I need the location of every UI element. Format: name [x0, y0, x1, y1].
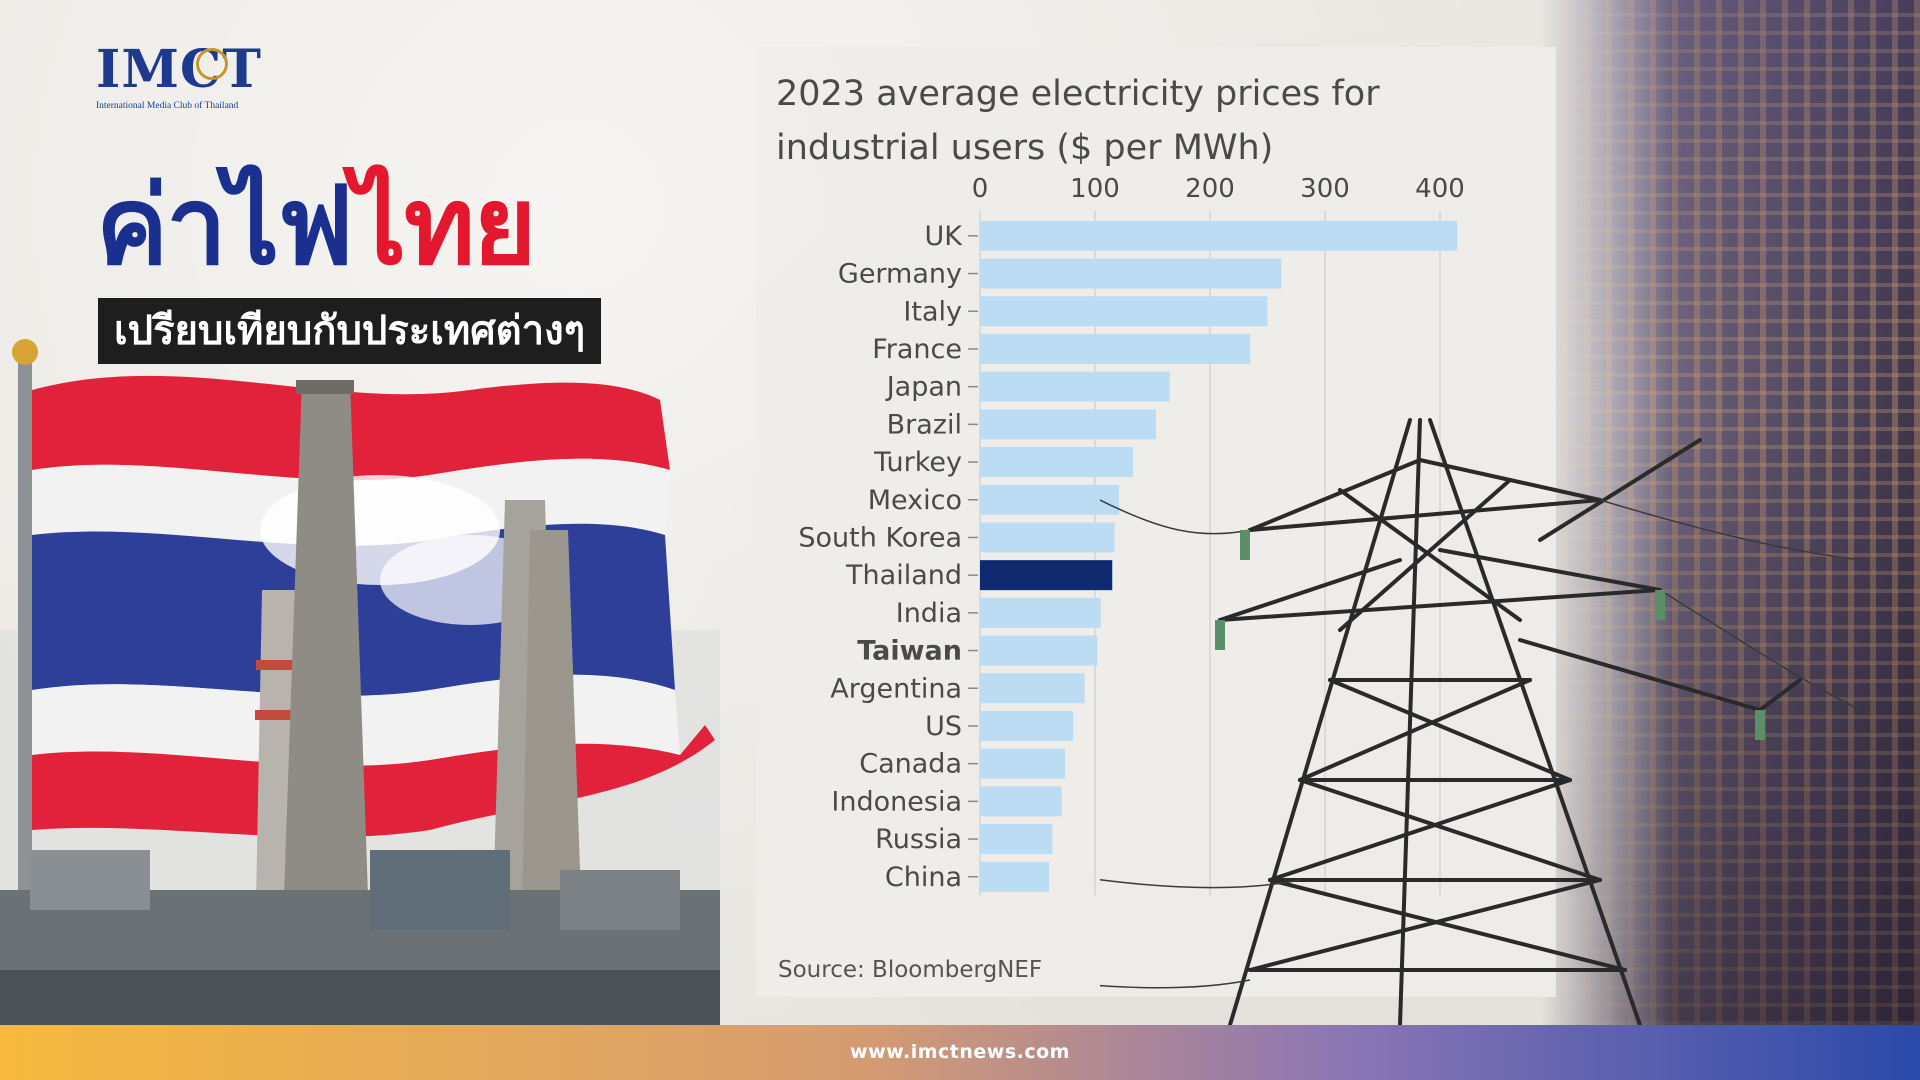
electricity-pylon-photo — [1100, 418, 1860, 1025]
category-label: UK — [925, 221, 964, 252]
flag-pole-finial — [12, 339, 38, 365]
bar-russia — [980, 824, 1053, 855]
flag-pole — [18, 360, 32, 1000]
category-label: South Korea — [798, 522, 962, 553]
bar-turkey — [980, 447, 1133, 478]
x-tick-label: 0 — [972, 174, 989, 204]
bar-canada — [980, 748, 1066, 779]
bar-france — [980, 333, 1251, 364]
headline: ค่าไฟไทย — [96, 162, 537, 292]
chimney-center — [280, 380, 372, 1010]
bar-brazil — [980, 409, 1156, 440]
category-label: France — [872, 334, 962, 365]
bar-indonesia — [980, 786, 1062, 817]
imct-logo: IMCT International Media Club of Thailan… — [96, 39, 276, 112]
bar-china — [980, 861, 1049, 892]
category-label: Germany — [838, 259, 962, 290]
category-label: Thailand — [845, 560, 962, 591]
category-label: Taiwan — [857, 636, 962, 667]
bar-chart: 0 100 200 300 400 UK Germany Italy France Japan Br… — [798, 174, 1465, 896]
bar-germany — [980, 258, 1282, 289]
bar-japan — [980, 371, 1170, 402]
footer-bar: www.imctnews.com — [0, 1025, 1920, 1080]
category-label: Mexico — [868, 485, 962, 516]
chart-source: Source: BloombergNEF — [778, 957, 1043, 983]
x-tick-label: 100 — [1070, 174, 1120, 204]
x-tick-label: 300 — [1300, 174, 1350, 204]
bar-india — [980, 597, 1101, 628]
category-label: Turkey — [873, 447, 962, 478]
category-label: China — [885, 862, 962, 893]
city-night-background — [1540, 0, 1920, 1025]
bar-italy — [980, 296, 1268, 327]
category-label: Indonesia — [831, 786, 962, 817]
headline-part-2: ไทย — [351, 164, 537, 289]
subheadline: เปรียบเทียบกับประเทศต่างๆ — [98, 298, 602, 364]
headline-part-1: ค่าไฟ — [96, 164, 354, 289]
category-label: Canada — [859, 749, 962, 780]
category-label: Russia — [875, 824, 962, 855]
category-label: Argentina — [830, 673, 962, 704]
logo-text: IMCT — [96, 39, 262, 100]
category-label: India — [896, 598, 962, 629]
category-label: Brazil — [887, 409, 962, 440]
bar-us — [980, 710, 1074, 741]
category-label: Italy — [903, 296, 962, 327]
bar-mexico — [980, 484, 1120, 515]
bar-argentina — [980, 673, 1085, 704]
bar-taiwan — [980, 635, 1098, 666]
logo-subtitle: International Media Club of Thailand — [96, 101, 239, 111]
chart-card: 2023 average electricity prices for indu… — [756, 47, 1556, 997]
chart-title: 2023 average electricity prices for indu… — [776, 74, 1380, 168]
bar-uk — [980, 220, 1458, 251]
footer-website-link[interactable]: www.imctnews.com — [850, 1041, 1070, 1063]
x-tick-label: 400 — [1415, 174, 1465, 204]
category-label: US — [925, 711, 962, 742]
x-tick-label: 200 — [1185, 174, 1235, 204]
logo-emblem-icon — [196, 48, 228, 80]
bar-thailand — [980, 560, 1113, 591]
category-label: Japan — [885, 372, 962, 403]
flag-and-power-plant-photo — [0, 339, 720, 1025]
bar-south-korea — [980, 522, 1115, 553]
